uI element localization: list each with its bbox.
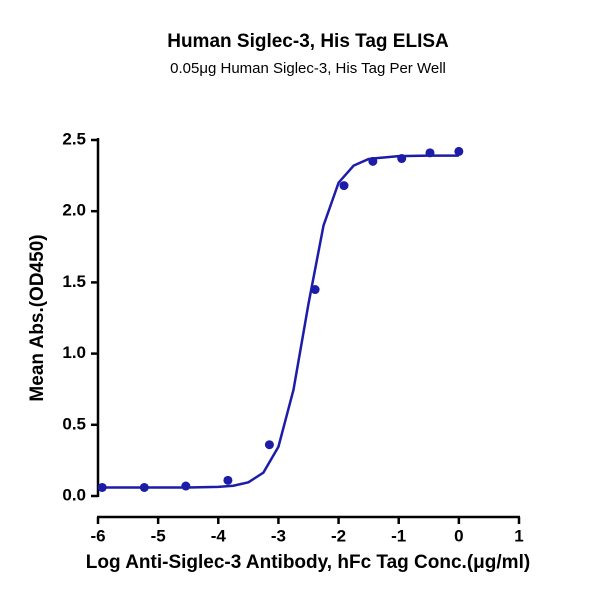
- x-tick-label: -6: [90, 526, 105, 545]
- x-tick-label: 1: [514, 526, 523, 545]
- data-point: [425, 148, 435, 158]
- chart-title: Human Siglec-3, His Tag ELISA: [167, 31, 449, 52]
- y-tick-label: 1.5: [62, 272, 86, 291]
- y-tick-label: 1.0: [62, 343, 86, 362]
- x-tick-label: -1: [391, 526, 406, 545]
- data-point: [310, 285, 320, 295]
- x-tick-label: -2: [331, 526, 346, 545]
- x-axis-label: Log Anti-Siglec-3 Antibody, hFc Tag Conc…: [86, 552, 530, 573]
- data-point: [223, 475, 233, 485]
- data-point: [97, 482, 107, 492]
- y-tick-label: 0.0: [62, 485, 86, 504]
- data-point: [339, 181, 349, 191]
- data-point: [454, 146, 464, 156]
- x-tick-label: -3: [271, 526, 286, 545]
- data-point: [397, 154, 407, 164]
- y-axis-label: Mean Abs.(OD450): [27, 234, 48, 401]
- y-tick-label: 2.0: [62, 201, 86, 220]
- chart-subtitle: 0.05μg Human Siglec-3, His Tag Per Well: [170, 60, 446, 77]
- data-point: [139, 482, 149, 492]
- data-point: [368, 156, 378, 166]
- data-point: [264, 440, 274, 450]
- fit-curve: [98, 154, 459, 489]
- y-tick-label: 0.5: [62, 414, 86, 433]
- y-tick-label: 2.5: [62, 129, 86, 148]
- x-tick-label: 0: [454, 526, 463, 545]
- data-point: [181, 481, 191, 491]
- x-tick-label: -5: [151, 526, 166, 545]
- x-tick-label: -4: [211, 526, 227, 545]
